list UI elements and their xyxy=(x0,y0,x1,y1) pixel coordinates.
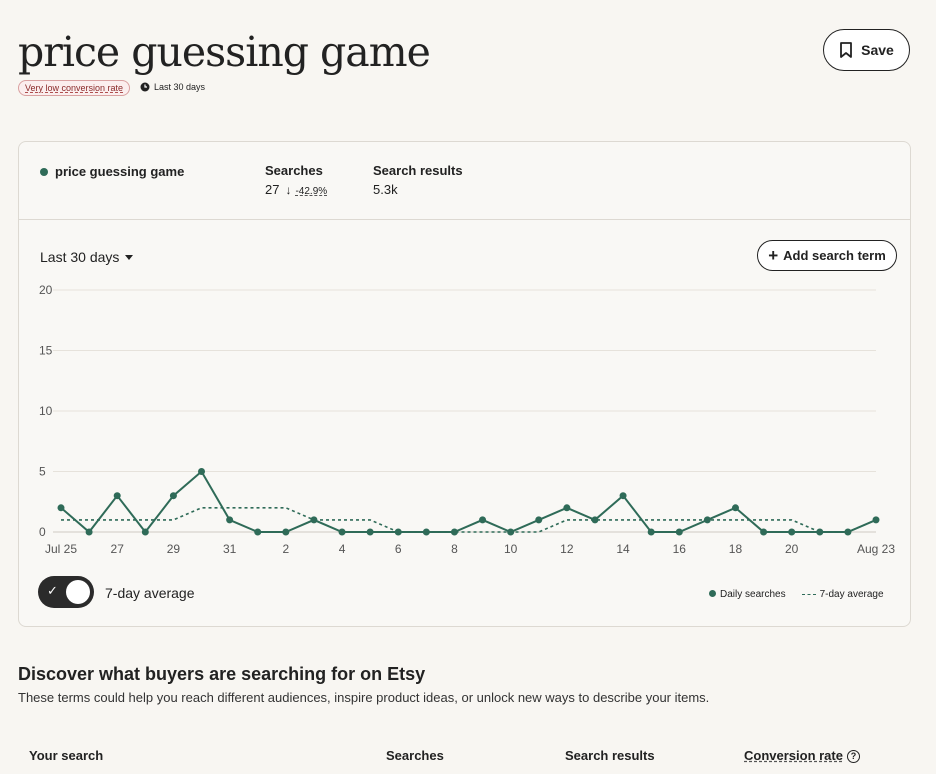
x-tick-label: 27 xyxy=(111,542,125,556)
check-icon: ✓ xyxy=(47,583,58,598)
x-tick-label: 20 xyxy=(785,542,799,556)
data-point xyxy=(338,528,346,536)
plus-icon: + xyxy=(768,245,779,265)
search-stats-card: price guessing game Searches 27 ↓ -42.9% S… xyxy=(18,141,911,627)
add-search-term-button[interactable]: + Add search term xyxy=(757,240,897,271)
bookmark-icon xyxy=(840,42,853,58)
data-point xyxy=(310,516,318,524)
help-icon[interactable]: ? xyxy=(846,750,860,764)
data-point xyxy=(226,516,234,524)
y-tick-label: 20 xyxy=(39,283,53,297)
x-tick-label: 12 xyxy=(560,542,574,556)
y-tick-label: 0 xyxy=(39,525,46,539)
x-tick-label: 18 xyxy=(729,542,743,556)
x-tick-label: 10 xyxy=(504,542,518,556)
searches-line-chart: 0 5 10 15 20 Jul 25 27 29 31 2 4 6 8 10 12 14 16 18 20 Aug … xyxy=(39,283,895,556)
data-point xyxy=(198,468,206,475)
data-point xyxy=(591,516,599,524)
arrow-down-icon: ↓ xyxy=(285,183,292,197)
data-point xyxy=(141,528,149,536)
legend-daily: Daily searches xyxy=(709,589,786,600)
x-tick-label: 6 xyxy=(395,542,402,556)
x-tick-label: 31 xyxy=(223,542,237,556)
searches-change[interactable]: -42.9% xyxy=(295,186,328,197)
period-dropdown-label: Last 30 days xyxy=(40,249,120,265)
y-tick-label: 10 xyxy=(39,404,53,418)
data-point xyxy=(731,504,739,512)
x-tick-label: 2 xyxy=(282,542,289,556)
data-point xyxy=(282,528,290,536)
data-point xyxy=(254,528,262,536)
data-point xyxy=(535,516,543,524)
legend-average: 7-day average xyxy=(792,589,884,600)
conversion-badge[interactable]: Very low conversion rate xyxy=(18,80,131,96)
save-button[interactable]: Save xyxy=(823,29,910,71)
data-point xyxy=(816,528,824,536)
x-tick-label: 16 xyxy=(673,542,687,556)
legend-average-label: 7-day average xyxy=(819,589,884,600)
col-conversion-rate-label: Conversion rate xyxy=(744,748,843,763)
data-point xyxy=(647,528,655,536)
data-point xyxy=(619,492,627,500)
chart-legend: Daily searches 7-day average xyxy=(709,589,884,600)
average-toggle-label: 7-day average xyxy=(105,585,195,601)
summary-row: price guessing game Searches 27 ↓ -42.9% S… xyxy=(19,142,910,220)
legend-daily-label: Daily searches xyxy=(720,589,786,600)
results-label: Search results xyxy=(373,163,463,178)
y-tick-label: 5 xyxy=(39,465,46,479)
legend-dash-icon xyxy=(801,593,816,595)
data-point xyxy=(366,528,374,536)
series-line-average xyxy=(61,506,877,533)
data-point xyxy=(479,516,487,524)
col-search-results[interactable]: Search results xyxy=(565,748,655,763)
searches-value: 27 xyxy=(265,182,280,197)
series-line-daily xyxy=(60,469,877,534)
x-tick-label: Jul 25 xyxy=(45,542,77,556)
data-point xyxy=(675,528,683,536)
period-dropdown[interactable]: Last 30 days xyxy=(40,249,134,265)
discover-description: These terms could help you reach differe… xyxy=(18,690,710,705)
searches-label: Searches xyxy=(265,163,323,178)
data-point xyxy=(563,504,571,512)
period-tag-label: Last 30 days xyxy=(154,82,206,92)
searches-metric: Searches 27 ↓ -42.9% xyxy=(265,163,327,197)
data-point xyxy=(169,492,177,500)
x-tick-label: 8 xyxy=(451,542,458,556)
results-metric: Search results 5.3k xyxy=(373,163,463,197)
search-term-label: price guessing game xyxy=(55,164,185,179)
add-search-term-label: Add search term xyxy=(783,248,886,263)
data-point xyxy=(57,504,65,512)
toggle-knob xyxy=(66,580,90,604)
x-tick-label: 4 xyxy=(339,542,346,556)
col-your-search[interactable]: Your search xyxy=(29,748,104,763)
save-label: Save xyxy=(861,42,894,58)
x-tick-label: Aug 23 xyxy=(857,542,895,556)
page-title: price guessing game xyxy=(18,28,431,76)
searches-value-row: 27 ↓ -42.9% xyxy=(265,182,327,197)
data-point xyxy=(113,492,121,500)
data-point xyxy=(760,528,768,536)
legend-dot-icon xyxy=(709,590,716,597)
results-value: 5.3k xyxy=(373,182,398,197)
y-tick-label: 15 xyxy=(39,344,53,358)
clock-icon xyxy=(140,82,150,92)
data-point xyxy=(450,528,458,536)
search-term: price guessing game xyxy=(40,164,184,179)
series-dot xyxy=(40,167,48,176)
period-tag: Last 30 days xyxy=(140,82,205,92)
x-tick-label: 14 xyxy=(616,542,630,556)
col-conversion-rate[interactable]: Conversion rate? xyxy=(744,748,860,764)
caret-down-icon xyxy=(125,254,134,260)
col-searches[interactable]: Searches xyxy=(386,748,444,763)
data-point xyxy=(85,528,93,536)
x-tick-label: 29 xyxy=(167,542,181,556)
average-toggle[interactable]: ✓ xyxy=(38,576,94,608)
discover-title: Discover what buyers are searching for o… xyxy=(18,664,426,684)
data-point xyxy=(788,528,796,536)
